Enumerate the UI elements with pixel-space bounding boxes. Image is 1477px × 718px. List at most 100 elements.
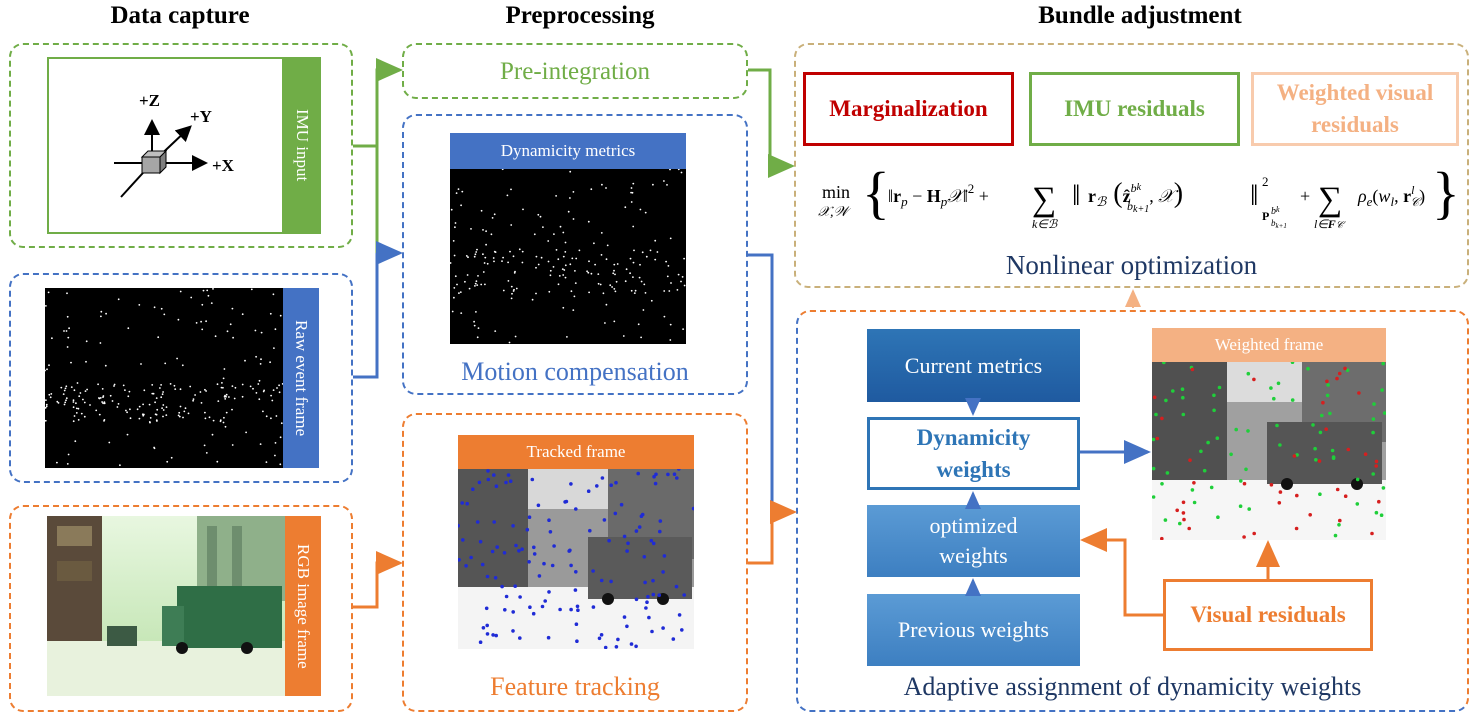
texture-dot <box>640 280 643 283</box>
texture-dot <box>1377 499 1381 504</box>
texture-dot <box>72 406 75 409</box>
texture-dot <box>654 239 657 242</box>
texture-dot <box>599 283 602 286</box>
texture-dot <box>492 257 495 259</box>
texture-dot <box>138 417 141 420</box>
texture-dot <box>681 276 684 278</box>
texture-dot <box>500 584 504 589</box>
texture-dot <box>640 336 642 339</box>
texture-dot <box>1346 447 1351 452</box>
texture-dot <box>1374 459 1379 464</box>
texture-dot <box>670 282 672 284</box>
texture-dot <box>1178 521 1182 526</box>
svg-text:‖: ‖ <box>1072 179 1080 212</box>
texture-dot <box>492 520 496 524</box>
texture-dot <box>528 605 532 609</box>
texture-dot <box>644 211 647 214</box>
feature-tracking-label: Feature tracking <box>490 672 660 701</box>
texture-dot <box>482 253 484 256</box>
texture-dot <box>491 633 495 637</box>
texture-dot <box>1163 518 1168 522</box>
texture-dot <box>254 329 257 332</box>
header-bundle-adjustment: Bundle adjustment <box>1038 2 1242 29</box>
texture-dot <box>66 463 69 465</box>
texture-dot <box>460 501 464 505</box>
texture-dot <box>45 369 46 372</box>
texture-dot <box>224 394 226 397</box>
texture-dot <box>547 260 550 263</box>
texture-dot <box>564 241 567 244</box>
texture-dot <box>1187 526 1191 531</box>
texture-dot <box>220 386 223 389</box>
texture-dot <box>474 285 476 287</box>
texture-dot <box>671 637 676 641</box>
texture-dot <box>567 549 571 553</box>
visual-residuals-box: Visual residuals <box>1163 579 1373 651</box>
texture-dot <box>184 407 187 410</box>
texture-dot <box>80 412 83 415</box>
texture-dot <box>495 545 499 549</box>
texture-dot <box>177 318 180 321</box>
texture-dot <box>1320 413 1324 418</box>
texture-dot <box>66 315 69 318</box>
texture-dot <box>540 604 545 609</box>
tracked-features-scene <box>458 469 694 649</box>
texture-dot <box>614 290 617 293</box>
texture-dot <box>225 411 228 414</box>
texture-dot <box>82 398 84 401</box>
texture-dot <box>174 388 177 390</box>
texture-dot <box>531 298 534 301</box>
texture-dot <box>65 397 68 400</box>
texture-dot <box>506 194 509 197</box>
header-preprocessing: Preprocessing <box>505 2 655 29</box>
texture-dot <box>45 403 48 406</box>
texture-dot <box>652 474 656 479</box>
texture-dot <box>260 358 262 361</box>
texture-dot <box>490 549 495 554</box>
texture-dot <box>553 233 555 235</box>
texture-dot <box>260 331 263 334</box>
texture-dot <box>647 615 651 620</box>
texture-dot <box>669 237 672 240</box>
texture-dot <box>228 396 230 398</box>
texture-dot <box>111 400 114 402</box>
texture-dot <box>527 515 532 519</box>
texture-dot <box>562 231 565 234</box>
texture-dot <box>1370 531 1374 536</box>
texture-dot <box>572 218 575 220</box>
texture-dot <box>669 169 671 171</box>
texture-dot <box>1290 398 1295 402</box>
texture-dot <box>475 311 477 313</box>
texture-dot <box>555 195 557 197</box>
texture-dot <box>527 560 531 564</box>
texture-dot <box>102 402 104 405</box>
texture-dot <box>468 287 471 290</box>
texture-dot <box>212 288 214 290</box>
texture-dot <box>269 312 272 315</box>
texture-dot <box>148 403 151 406</box>
svg-text:P: P <box>1262 209 1269 223</box>
texture-dot <box>274 454 276 457</box>
texture-dot <box>129 408 131 411</box>
axis-x-label: +X <box>212 156 234 175</box>
texture-dot <box>518 636 522 640</box>
texture-dot <box>614 645 619 649</box>
texture-dot <box>493 260 495 263</box>
texture-dot <box>1164 398 1168 403</box>
raw-event-image <box>45 288 283 468</box>
texture-dot <box>476 284 479 286</box>
texture-dot <box>1188 458 1192 462</box>
nonlinear-optimization-label: Nonlinear optimization <box>1005 250 1258 280</box>
texture-dot <box>1181 500 1186 505</box>
texture-dot <box>102 395 105 397</box>
texture-dot <box>142 403 144 406</box>
texture-dot <box>89 404 91 406</box>
texture-dot <box>148 421 151 423</box>
texture-dot <box>486 477 491 482</box>
texture-dot <box>537 213 540 216</box>
texture-dot <box>199 391 202 393</box>
texture-dot <box>622 335 625 337</box>
texture-dot <box>1215 436 1220 440</box>
texture-dot <box>151 392 154 395</box>
texture-dot <box>163 313 166 316</box>
